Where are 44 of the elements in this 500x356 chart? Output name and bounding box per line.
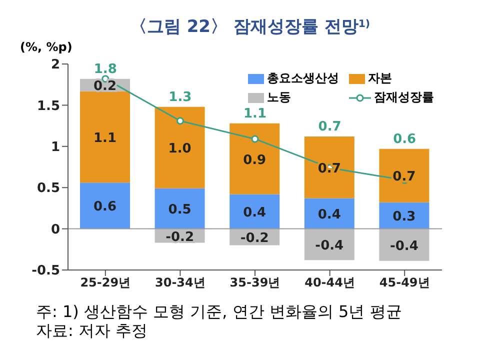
bar: [304, 136, 354, 198]
x-tick-label: 40-44년: [304, 276, 355, 290]
point: [176, 117, 184, 125]
legend-label: 자본: [368, 70, 392, 87]
legend-label: 총요소생산성: [267, 70, 339, 87]
y-tick-label: 1.5: [36, 98, 60, 114]
bar: [80, 91, 130, 183]
legend-label: 노동: [267, 89, 291, 106]
data-label: 0.4: [318, 208, 341, 223]
text: 주: 1) 생산함수 모형 기준, 연간 변화율의 5년 평균: [36, 302, 403, 321]
x-tick-label: 25-29년: [80, 276, 131, 290]
data-label: 1.0: [168, 142, 192, 157]
data-label: 1.1: [93, 130, 117, 146]
data-label: -0.4: [315, 238, 344, 254]
data-label: 0.4: [243, 205, 266, 220]
y-tick-label: 0: [50, 222, 60, 238]
data-label: 0.2: [93, 79, 117, 94]
x-tick-label: 35-39년: [230, 276, 280, 290]
bar: [379, 148, 430, 202]
chart-title: 〈그림 22〉 잠재성장률 전망$^{1)}$: [130, 17, 370, 37]
y-tick-label: 1: [50, 140, 60, 156]
bar: [154, 106, 205, 188]
legend-label: 잠재성장률: [374, 89, 434, 106]
data-label: 0.6: [393, 132, 416, 147]
x-tick-label: 45-49년: [379, 276, 430, 290]
data-label: -0.2: [240, 231, 269, 246]
data-label: 0.5: [168, 202, 192, 218]
y-tick-label: 0.5: [36, 181, 60, 196]
data-label: 0.9: [243, 152, 266, 168]
point: [251, 135, 259, 143]
data-label: -0.2: [166, 230, 194, 245]
data-label: 1.8: [94, 62, 117, 77]
text: 자료: 저자 추정: [36, 321, 149, 340]
data-label: 1.3: [168, 90, 192, 105]
data-label: 1.1: [243, 106, 267, 122]
y-tick-label: -0.5: [32, 264, 60, 279]
data-label: 0.3: [392, 210, 416, 225]
data-label: 0.7: [318, 120, 342, 135]
data-label: 0.6: [93, 200, 117, 215]
y-axis-title: (%, %p): [20, 40, 72, 54]
y-tick-label: 2: [50, 58, 60, 73]
bar: [230, 123, 280, 194]
data-label: -0.4: [390, 238, 418, 254]
x-tick-label: 30-34년: [155, 276, 206, 290]
